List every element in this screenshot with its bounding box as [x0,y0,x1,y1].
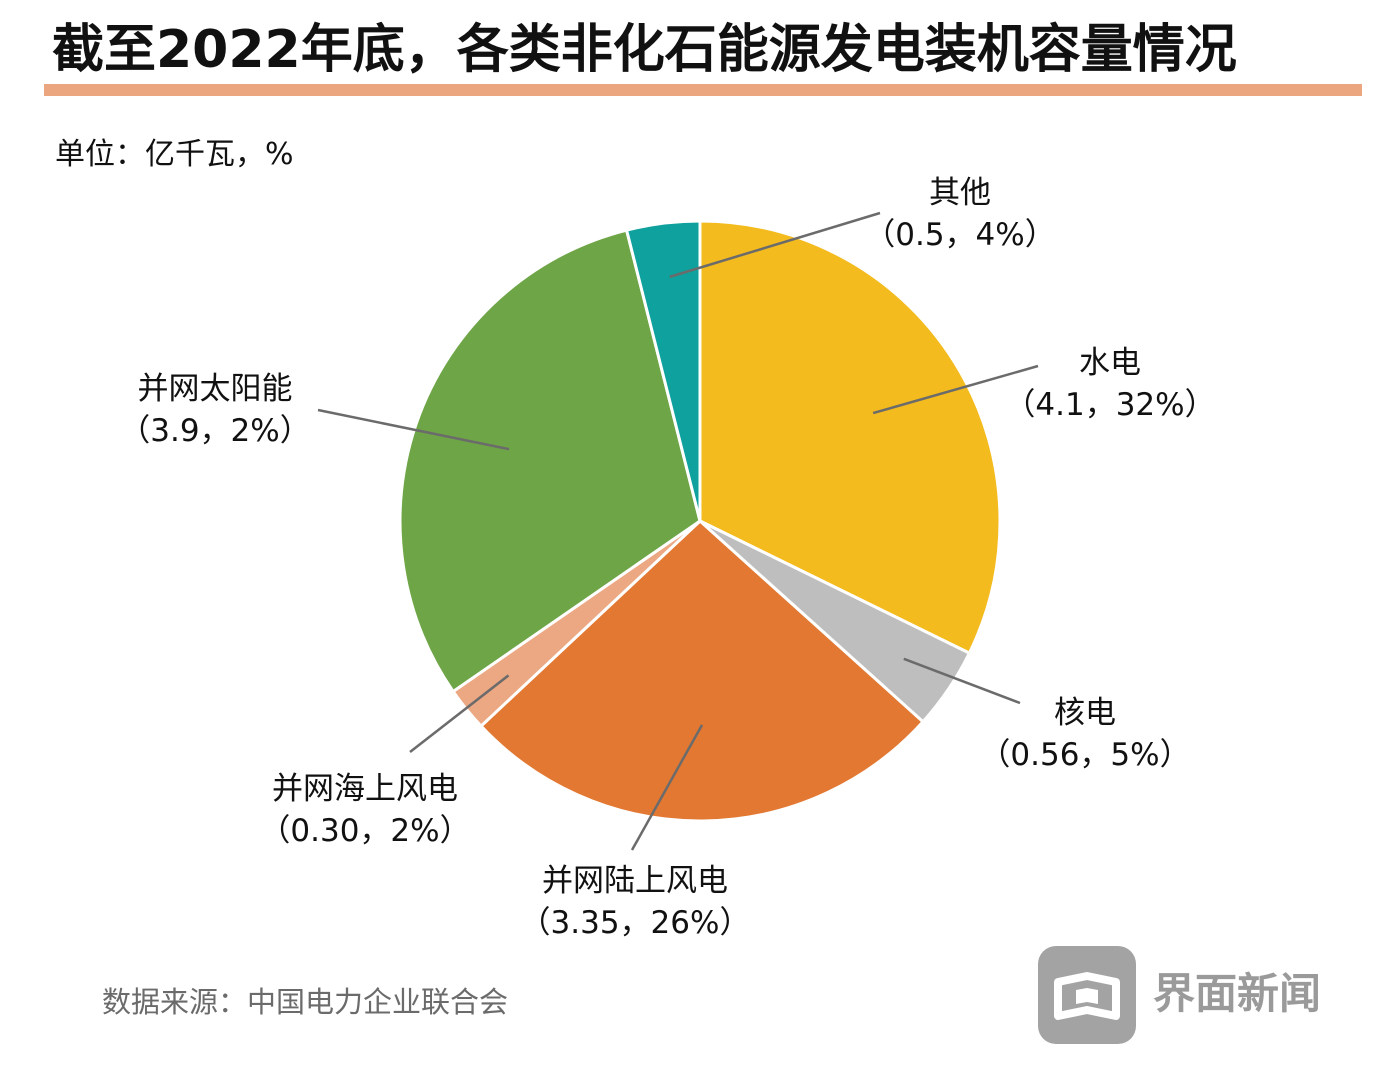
slice-value: （0.56，5%） [979,737,1191,773]
slice-name: 水电 [1079,345,1141,381]
unit-label: 单位：亿千瓦，% [55,137,294,172]
leader-line-other [669,211,881,279]
slice-name: 并网海上风电 [272,771,458,807]
slice-value: （0.30，2%） [259,813,471,849]
slice-name: 核电 [1054,695,1116,731]
slice-label-hydro: 水电 （4.1，32%） [1000,342,1220,426]
slice-name: 并网太阳能 [137,371,293,407]
logo-mark-icon [1054,972,1120,1020]
logo-text: 界面新闻 [1153,969,1322,1018]
leader-line-nuclear [903,657,1021,705]
slice-value: （3.35，26%） [519,905,751,941]
leader-line-solar [317,408,510,451]
slice-label-other: 其他 （0.5，4%） [850,172,1070,256]
slice-name: 其他 [929,175,991,211]
slice-value: （3.9，2%） [119,413,311,449]
slice-label-offshore-wind: 并网海上风电 （0.30，2%） [240,768,490,852]
leader-line-onshore-wind [630,724,704,851]
leader-line-hydro [872,364,1039,415]
slice-value: （4.1，32%） [1004,387,1216,423]
slice-value: （0.5，4%） [864,217,1056,253]
pie-slice-solar [398,228,702,694]
slice-name: 并网陆上风电 [542,863,728,899]
pie-slice-other [624,219,702,522]
data-source: 数据来源：中国电力企业联合会 [102,985,509,1019]
chart-title: 截至2022年底，各类非化石能源发电装机容量情况 [52,20,1237,80]
slice-label-nuclear: 核电 （0.56，5%） [965,692,1205,776]
logo-icon [1038,946,1136,1044]
slice-label-onshore-wind: 并网陆上风电 （3.35，26%） [505,860,765,944]
pie-slice-hydro [698,219,1002,656]
leader-line-offshore-wind [409,674,510,753]
title-underline [44,84,1362,96]
slice-label-solar: 并网太阳能 （3.9，2%） [100,368,330,452]
pie-slice-onshore-wind [478,518,926,823]
